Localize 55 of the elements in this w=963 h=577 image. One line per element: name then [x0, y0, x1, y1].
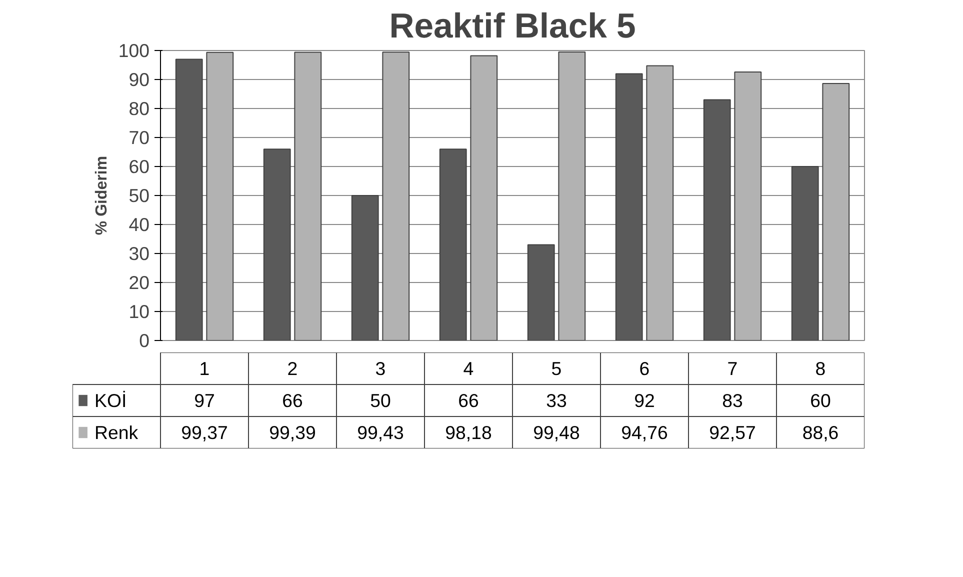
y-tick-label: 90 — [128, 69, 150, 90]
data-label: 83 — [722, 390, 743, 411]
data-label: 66 — [282, 390, 303, 411]
y-tick-label: 70 — [128, 127, 150, 148]
x-tick-label: 4 — [463, 358, 474, 379]
bar — [294, 52, 322, 340]
y-tick-label: 30 — [128, 243, 150, 264]
x-tick-label: 1 — [199, 358, 210, 379]
data-label: 99,43 — [357, 422, 404, 443]
data-label: 50 — [370, 390, 391, 411]
bar — [646, 65, 674, 340]
bar — [703, 99, 731, 340]
y-tick-label: 80 — [128, 98, 150, 119]
y-tick-label: 50 — [128, 185, 150, 206]
data-label: 97 — [194, 390, 215, 411]
bar — [822, 83, 850, 340]
data-label: 33 — [546, 390, 567, 411]
y-tick-label: 100 — [118, 40, 150, 61]
x-tick-label: 6 — [639, 358, 650, 379]
bar — [175, 58, 203, 340]
y-tick-label: 20 — [128, 272, 150, 293]
bar — [527, 244, 555, 340]
bar — [263, 148, 291, 340]
y-tick-label: 60 — [128, 156, 150, 177]
x-tick-label: 5 — [551, 358, 562, 379]
data-label: 60 — [810, 390, 831, 411]
bar — [382, 52, 410, 340]
data-label: 98,18 — [445, 422, 492, 443]
data-label: 92 — [634, 390, 655, 411]
x-tick-label: 8 — [815, 358, 826, 379]
y-axis-title: % Giderim — [93, 156, 110, 236]
bar — [615, 73, 643, 340]
bar — [791, 166, 819, 340]
y-tick-label: 10 — [128, 301, 150, 322]
y-tick-label: 40 — [128, 214, 150, 235]
bar — [351, 195, 379, 340]
bar — [470, 55, 498, 340]
y-tick-label: 0 — [139, 330, 150, 351]
bar — [439, 148, 467, 340]
x-tick-label: 7 — [727, 358, 738, 379]
chart-title: Reaktif Black 5 — [389, 8, 636, 46]
bar — [206, 52, 234, 340]
legend-label: KOİ — [94, 390, 127, 411]
x-tick-label: 3 — [375, 358, 386, 379]
data-label: 88,6 — [802, 422, 839, 443]
data-label: 66 — [458, 390, 479, 411]
bar — [558, 52, 586, 340]
bar — [734, 72, 762, 340]
legend-label: Renk — [94, 422, 139, 443]
data-label: 92,57 — [709, 422, 756, 443]
x-tick-label: 2 — [287, 358, 298, 379]
data-label: 99,48 — [533, 422, 580, 443]
data-label: 99,37 — [181, 422, 228, 443]
data-label: 99,39 — [269, 422, 316, 443]
data-label: 94,76 — [621, 422, 668, 443]
